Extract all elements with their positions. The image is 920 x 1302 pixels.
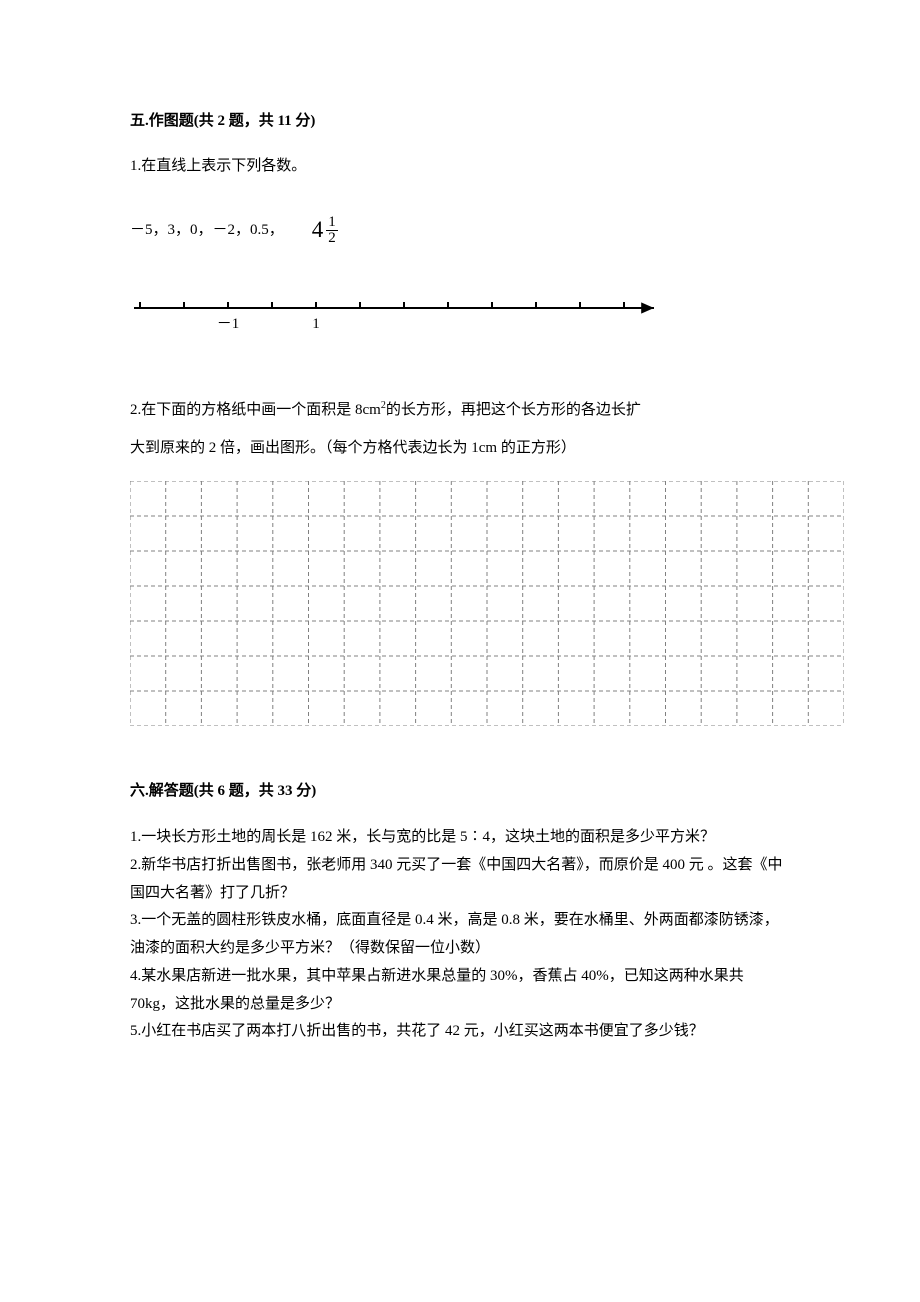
section6-item: 2.新华书店打折出售图书，张老师用 340 元买了一套《中国四大名著》，而原价是… xyxy=(130,852,790,908)
section6-item: 4.某水果店新进一批水果，其中苹果占新进水果总量的 30%，香蕉占 40%，已知… xyxy=(130,963,790,1019)
section5-heading: 五.作图题(共 2 题，共 11 分) xyxy=(130,110,790,133)
section6-heading: 六.解答题(共 6 题，共 33 分) xyxy=(130,780,790,803)
s5-q1-mixed-fraction: 4 1 2 xyxy=(312,213,338,248)
s5-q2-line1: 2.在下面的方格纸中画一个面积是 8cm2的长方形，再把这个长方形的各边长扩 xyxy=(130,395,790,425)
s5-q2-prompt: 2.在下面的方格纸中画一个面积是 8cm2的长方形，再把这个长方形的各边长扩 大… xyxy=(130,395,790,463)
page: 五.作图题(共 2 题，共 11 分) 1.在直线上表示下列各数。 －5，3，0… xyxy=(0,0,920,1126)
mixed-num: 1 xyxy=(326,215,338,231)
section6-item: 5.小红在书店买了两本打八折出售的书，共花了 42 元，小红买这两本书便宜了多少… xyxy=(130,1018,790,1046)
s5-q2-line1b: 的长方形，再把这个长方形的各边长扩 xyxy=(386,402,641,418)
s5-q2-line2: 大到原来的 2 倍，画出图形。（每个方格代表边长为 1cm 的正方形） xyxy=(130,433,790,463)
section6: 六.解答题(共 6 题，共 33 分) 1.一块长方形土地的周长是 162 米，… xyxy=(130,780,790,1047)
mixed-whole: 4 xyxy=(312,213,324,248)
svg-text:－1: －1 xyxy=(217,316,240,332)
numberline: －1 1 xyxy=(130,288,666,338)
mixed-den: 2 xyxy=(326,231,338,246)
grid-paper xyxy=(130,481,844,726)
s5-q1-numbers: －5，3，0，－2，0.5， 4 1 2 xyxy=(130,213,790,248)
numberline-container: －1 1 xyxy=(130,288,790,346)
section6-item: 1.一块长方形土地的周长是 162 米，长与宽的比是 5∶4，这块土地的面积是多… xyxy=(130,824,790,852)
section6-item: 3.一个无盖的圆柱形铁皮水桶，底面直径是 0.4 米，高是 0.8 米，要在水桶… xyxy=(130,907,790,963)
section6-items: 1.一块长方形土地的周长是 162 米，长与宽的比是 5∶4，这块土地的面积是多… xyxy=(130,824,790,1046)
grid-container xyxy=(130,481,790,734)
s5-q1-prompt: 1.在直线上表示下列各数。 xyxy=(130,155,790,178)
mixed-frac: 1 2 xyxy=(326,215,338,246)
s5-q2-line1a: 2.在下面的方格纸中画一个面积是 8cm xyxy=(130,402,381,418)
s5-q1-numbers-text: －5，3，0，－2，0.5， xyxy=(130,219,284,242)
svg-text:1: 1 xyxy=(312,316,320,332)
